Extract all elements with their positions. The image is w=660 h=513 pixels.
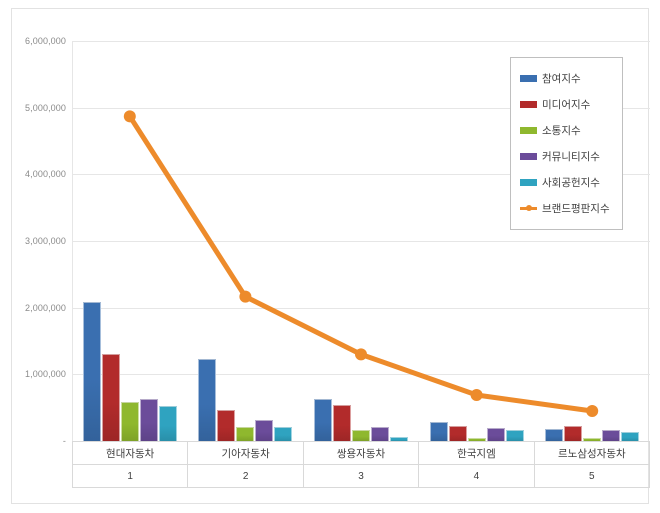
bar[interactable]	[313, 399, 332, 441]
x-axis-rank-label: 1	[127, 470, 133, 482]
x-axis-category-cell: 쌍용자동차 3	[303, 442, 420, 487]
x-axis-category-label: 르노삼성자동차	[534, 442, 650, 465]
bar-group	[419, 41, 535, 441]
legend-item[interactable]: 미디어지수	[511, 91, 622, 117]
legend-color-swatch-icon	[520, 100, 537, 108]
legend-color-swatch-icon	[520, 178, 537, 186]
x-axis-category-cell: 르노삼성자동차 5	[534, 442, 651, 487]
bar[interactable]	[564, 426, 583, 441]
x-axis-category-table: 현대자동차 1 기아자동차 2 쌍용자동차 3 한국지엠 4 르노삼성자동차 5	[72, 441, 651, 488]
legend-line-marker-icon	[520, 205, 537, 212]
bar[interactable]	[467, 437, 486, 441]
legend-item[interactable]: 참여지수	[511, 65, 622, 91]
bar[interactable]	[198, 359, 217, 441]
x-axis-category-label: 현대자동차	[73, 442, 188, 465]
gridline	[72, 107, 650, 109]
bar-group	[534, 41, 650, 441]
x-axis-rank-label: 4	[473, 470, 480, 482]
y-axis-tick-label: -	[62, 436, 66, 446]
legend-color-swatch-icon	[520, 74, 537, 82]
bar[interactable]	[351, 430, 370, 441]
legend-color-swatch-icon	[520, 152, 537, 160]
y-axis-tick-label: 5,000,000	[25, 102, 66, 113]
bar-cluster	[303, 41, 419, 441]
bar[interactable]	[429, 421, 448, 441]
legend-item-label: 참여지수	[542, 72, 581, 85]
bar[interactable]	[505, 429, 524, 441]
bar[interactable]	[158, 406, 177, 441]
legend-item[interactable]: 브랜드평판지수	[511, 195, 622, 221]
bar[interactable]	[486, 427, 505, 441]
y-axis-tick-label: 1,000,000	[25, 369, 66, 380]
y-axis: - 1,000,000 2,000,000 3,000,000 4,000,000 5,0…	[0, 36, 66, 446]
x-axis-category-label: 쌍용자동차	[303, 442, 419, 465]
x-axis-category-label: 기아자동차	[188, 442, 303, 465]
y-axis-tick-label: 6,000,000	[25, 36, 66, 46]
legend-item[interactable]: 소통지수	[511, 117, 622, 143]
bar[interactable]	[82, 301, 101, 441]
legend-color-swatch-icon	[520, 126, 537, 134]
y-axis-line	[72, 41, 73, 441]
x-axis-rank-label: 5	[589, 470, 595, 482]
x-axis-category-cell: 기아자동차 2	[188, 442, 304, 487]
bar[interactable]	[583, 438, 602, 441]
y-axis-tick-label: 4,000,000	[25, 169, 66, 180]
legend-item-label: 사회공헌지수	[542, 176, 600, 189]
legend-item-label: 미디어지수	[542, 98, 591, 111]
bar[interactable]	[274, 427, 293, 441]
bar-cluster	[188, 41, 304, 441]
legend-item[interactable]: 커뮤니티지수	[511, 143, 622, 169]
y-axis-tick-label: 3,000,000	[25, 236, 66, 246]
bar[interactable]	[332, 405, 351, 441]
bar[interactable]	[236, 427, 255, 441]
bar-group	[303, 41, 419, 441]
x-axis-rank-label: 3	[358, 470, 364, 482]
bar[interactable]	[389, 437, 408, 441]
legend-item-label: 소통지수	[542, 124, 581, 137]
bar[interactable]	[255, 420, 274, 441]
bar[interactable]	[448, 425, 467, 441]
bar-cluster	[72, 41, 188, 441]
gridline	[72, 41, 650, 42]
bar-group	[188, 41, 304, 441]
bar[interactable]	[602, 429, 621, 441]
x-axis-category-cell: 한국지엠 4	[419, 442, 535, 487]
y-axis-tick-label: 2,000,000	[25, 302, 66, 313]
x-axis-rank-label: 2	[242, 470, 249, 482]
x-axis-category-cell: 현대자동차 1	[73, 442, 189, 487]
legend-item-label: 커뮤니티지수	[542, 150, 600, 163]
bar-group	[72, 41, 188, 441]
bar[interactable]	[120, 402, 139, 441]
bar[interactable]	[217, 410, 236, 441]
bar-cluster	[419, 41, 535, 441]
bar[interactable]	[545, 429, 564, 441]
bar[interactable]	[139, 399, 158, 441]
bar[interactable]	[101, 354, 120, 441]
bar[interactable]	[621, 431, 640, 441]
x-axis-category-label: 한국지엠	[419, 442, 534, 465]
legend-item[interactable]: 사회공헌지수	[511, 169, 622, 195]
bar-cluster	[534, 41, 650, 441]
bar[interactable]	[370, 427, 389, 441]
legend-item-label: 브랜드평판지수	[542, 202, 610, 215]
